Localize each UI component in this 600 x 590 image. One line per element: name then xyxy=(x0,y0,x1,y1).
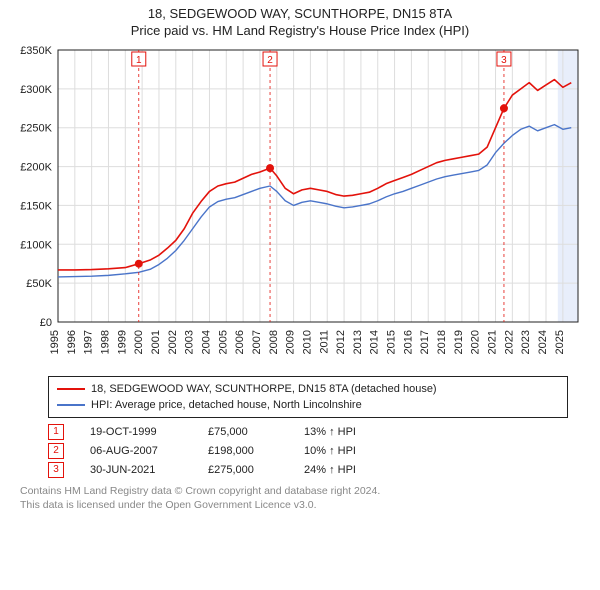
sale-date: 19-OCT-1999 xyxy=(90,426,182,438)
legend-row: HPI: Average price, detached house, Nort… xyxy=(57,397,559,413)
legend-swatch xyxy=(57,404,85,406)
sale-row: 1 19-OCT-1999 £75,000 13% ↑ HPI xyxy=(48,424,568,440)
svg-text:1995: 1995 xyxy=(49,330,61,354)
svg-text:2007: 2007 xyxy=(251,330,263,354)
svg-text:2006: 2006 xyxy=(234,330,246,354)
svg-text:2015: 2015 xyxy=(386,330,398,354)
svg-text:2011: 2011 xyxy=(318,330,330,354)
svg-text:2013: 2013 xyxy=(352,330,364,354)
svg-text:2: 2 xyxy=(267,55,273,66)
svg-text:1997: 1997 xyxy=(83,330,95,354)
svg-text:1998: 1998 xyxy=(99,330,111,354)
sale-diff: 13% ↑ HPI xyxy=(304,426,356,438)
sale-price: £198,000 xyxy=(208,445,278,457)
svg-text:2002: 2002 xyxy=(167,330,179,354)
legend-label: HPI: Average price, detached house, Nort… xyxy=(91,397,362,413)
legend-swatch xyxy=(57,388,85,390)
legend-row: 18, SEDGEWOOD WAY, SCUNTHORPE, DN15 8TA … xyxy=(57,381,559,397)
svg-text:£200K: £200K xyxy=(20,162,52,174)
svg-text:2003: 2003 xyxy=(184,330,196,354)
svg-text:2004: 2004 xyxy=(200,330,212,354)
svg-text:2024: 2024 xyxy=(537,330,549,354)
svg-text:1: 1 xyxy=(136,55,142,66)
svg-text:2021: 2021 xyxy=(487,330,499,354)
figure-container: 18, SEDGEWOOD WAY, SCUNTHORPE, DN15 8TA … xyxy=(0,0,600,512)
svg-text:£150K: £150K xyxy=(20,200,52,212)
legend: 18, SEDGEWOOD WAY, SCUNTHORPE, DN15 8TA … xyxy=(48,376,568,418)
svg-text:2005: 2005 xyxy=(217,330,229,354)
svg-text:2001: 2001 xyxy=(150,330,162,354)
sale-row: 3 30-JUN-2021 £275,000 24% ↑ HPI xyxy=(48,462,568,478)
svg-text:£0: £0 xyxy=(40,317,52,329)
svg-text:2025: 2025 xyxy=(554,330,566,354)
svg-text:2010: 2010 xyxy=(301,330,313,354)
line-chart: £0 £50K £100K £150K £200K £250K £300K £350K 1995… xyxy=(10,40,590,370)
svg-text:£100K: £100K xyxy=(20,239,52,251)
sale-row: 2 06-AUG-2007 £198,000 10% ↑ HPI xyxy=(48,443,568,459)
title-main: 18, SEDGEWOOD WAY, SCUNTHORPE, DN15 8TA xyxy=(10,6,590,21)
svg-text:2022: 2022 xyxy=(503,330,515,354)
sale-marker-icon: 3 xyxy=(48,462,64,478)
sale-date: 06-AUG-2007 xyxy=(90,445,182,457)
title-sub: Price paid vs. HM Land Registry's House … xyxy=(10,23,590,38)
svg-text:2019: 2019 xyxy=(453,330,465,354)
svg-text:1999: 1999 xyxy=(116,330,128,354)
svg-text:2008: 2008 xyxy=(268,330,280,354)
legend-label: 18, SEDGEWOOD WAY, SCUNTHORPE, DN15 8TA … xyxy=(91,381,437,397)
sale-price: £75,000 xyxy=(208,426,278,438)
sale-marker-icon: 1 xyxy=(48,424,64,440)
sale-diff: 10% ↑ HPI xyxy=(304,445,356,457)
svg-text:2020: 2020 xyxy=(470,330,482,354)
svg-text:2023: 2023 xyxy=(520,330,532,354)
svg-text:£350K: £350K xyxy=(20,45,52,57)
footer: Contains HM Land Registry data © Crown c… xyxy=(20,484,580,512)
sale-price: £275,000 xyxy=(208,464,278,476)
footer-line: Contains HM Land Registry data © Crown c… xyxy=(20,484,580,498)
svg-text:2014: 2014 xyxy=(369,330,381,354)
sale-date: 30-JUN-2021 xyxy=(90,464,182,476)
svg-text:2017: 2017 xyxy=(419,330,431,354)
svg-text:2016: 2016 xyxy=(402,330,414,354)
svg-text:2000: 2000 xyxy=(133,330,145,354)
sale-marker-icon: 2 xyxy=(48,443,64,459)
sales-list: 1 19-OCT-1999 £75,000 13% ↑ HPI 2 06-AUG… xyxy=(48,424,568,478)
svg-text:£250K: £250K xyxy=(20,123,52,135)
svg-text:£50K: £50K xyxy=(26,278,52,290)
svg-text:2018: 2018 xyxy=(436,330,448,354)
titles: 18, SEDGEWOOD WAY, SCUNTHORPE, DN15 8TA … xyxy=(0,0,600,40)
svg-text:2012: 2012 xyxy=(335,330,347,354)
svg-text:2009: 2009 xyxy=(285,330,297,354)
svg-text:1996: 1996 xyxy=(66,330,78,354)
chart-wrap: £0 £50K £100K £150K £200K £250K £300K £350K 1995… xyxy=(0,40,600,370)
sale-diff: 24% ↑ HPI xyxy=(304,464,356,476)
svg-text:£300K: £300K xyxy=(20,84,52,96)
footer-line: This data is licensed under the Open Gov… xyxy=(20,498,580,512)
svg-text:3: 3 xyxy=(501,55,507,66)
